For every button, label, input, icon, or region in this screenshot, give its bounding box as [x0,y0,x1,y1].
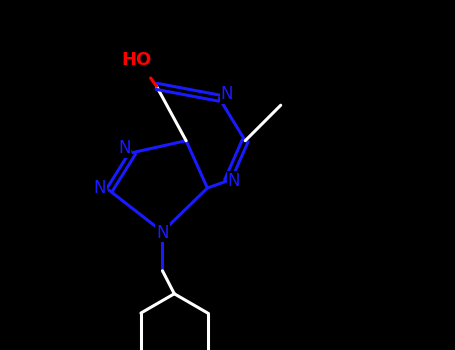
Text: N: N [228,172,240,190]
Text: N: N [93,179,106,197]
Text: N: N [118,139,131,157]
Text: HO: HO [121,51,152,70]
Text: N: N [221,85,233,103]
Text: N: N [156,224,169,241]
